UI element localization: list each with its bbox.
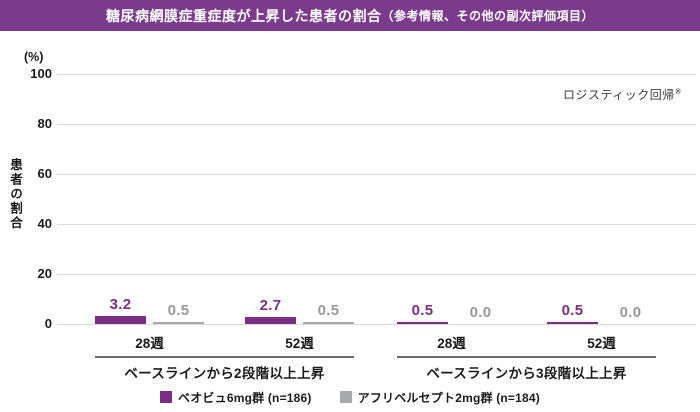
gridline-60 bbox=[57, 173, 696, 175]
x-tick-g1-28週: 28週 bbox=[135, 336, 164, 351]
bar-series1-g1-52週 bbox=[303, 322, 354, 324]
method-annotation: ロジスティック回帰※ bbox=[563, 87, 682, 102]
gridline-40 bbox=[57, 223, 696, 225]
gridline-20 bbox=[57, 273, 696, 275]
y-tick-100: 100 bbox=[30, 66, 52, 81]
bar-value-series1-g2-52週: 0.0 bbox=[619, 304, 642, 321]
bar-value-series0-g1-28週: 3.2 bbox=[109, 296, 132, 313]
bar-value-series1-g1-52週: 0.5 bbox=[317, 302, 340, 319]
bar-value-series0-g2-28週: 0.5 bbox=[411, 302, 434, 319]
legend: ベオビュ6mg群 (n=186) アフリベルセプト2mg群 (n=184) bbox=[0, 388, 700, 406]
bar-series0-g1-52週 bbox=[245, 317, 296, 324]
gridline-100 bbox=[57, 73, 696, 75]
y-tick-40: 40 bbox=[37, 216, 52, 231]
group-separator-2 bbox=[397, 356, 656, 358]
bar-series0-g1-28週 bbox=[95, 316, 146, 324]
bar-series1-g1-28週 bbox=[153, 322, 204, 324]
y-axis-unit: (%) bbox=[24, 50, 44, 64]
gridline-80 bbox=[57, 123, 696, 125]
chart-title-bar: 糖尿病網膜症重症度が上昇した患者の割合 （参考情報、その他の副次評価項目） bbox=[0, 0, 700, 31]
group-label-2: ベースラインから3段階以上上昇 bbox=[426, 366, 627, 381]
y-tick-20: 20 bbox=[37, 266, 52, 281]
legend-item-aflibercept: アフリベルセプト2mg群 (n=184) bbox=[339, 389, 540, 406]
chart-subtitle: （参考情報、その他の副次評価項目） bbox=[381, 9, 594, 23]
group-label-1: ベースラインから2段階以上上昇 bbox=[124, 366, 325, 381]
legend-label-beovu: ベオビュ6mg群 (n=186) bbox=[178, 390, 312, 405]
bar-value-series1-g1-28週: 0.5 bbox=[167, 302, 190, 319]
bar-value-series1-g2-28週: 0.0 bbox=[469, 304, 492, 321]
legend-item-beovu: ベオビュ6mg群 (n=186) bbox=[160, 389, 312, 406]
bar-series0-g2-52週 bbox=[547, 322, 598, 324]
legend-swatch-beovu bbox=[160, 391, 173, 403]
y-tick-80: 80 bbox=[37, 116, 52, 131]
group-separator-1 bbox=[95, 356, 354, 358]
bar-value-series0-g2-52週: 0.5 bbox=[561, 302, 584, 319]
x-tick-g2-28週: 28週 bbox=[437, 336, 466, 351]
y-tick-60: 60 bbox=[37, 166, 52, 181]
legend-label-aflibercept: アフリベルセプト2mg群 (n=184) bbox=[357, 390, 540, 405]
x-tick-g2-52週: 52週 bbox=[587, 336, 616, 351]
bar-value-series0-g1-52週: 2.7 bbox=[259, 297, 282, 314]
gridline-0 bbox=[57, 323, 696, 325]
bar-series0-g2-28週 bbox=[397, 322, 448, 324]
x-tick-g1-52週: 52週 bbox=[285, 336, 314, 351]
footnote-mark: ※ bbox=[674, 87, 682, 96]
y-tick-0: 0 bbox=[44, 316, 52, 331]
legend-swatch-aflibercept bbox=[339, 391, 352, 403]
chart-title: 糖尿病網膜症重症度が上昇した患者の割合 bbox=[105, 7, 382, 24]
y-axis-title: 患者の割合 bbox=[8, 158, 22, 231]
